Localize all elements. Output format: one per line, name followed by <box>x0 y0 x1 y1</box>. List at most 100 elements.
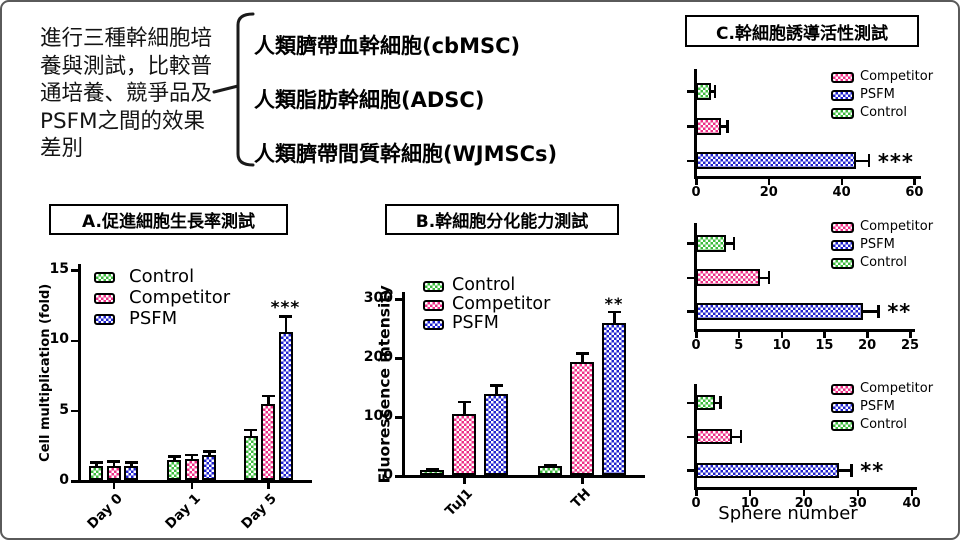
error-cap <box>719 396 722 409</box>
error-cap <box>867 154 871 167</box>
y-tick <box>395 298 402 301</box>
legend-swatch-control <box>831 257 854 269</box>
legend-swatch-competitor <box>423 299 444 311</box>
category-label-day-0: Day 0 <box>83 490 126 533</box>
error-bar <box>173 455 176 465</box>
bar-competitor-th <box>570 362 594 475</box>
brace-icon <box>212 12 255 167</box>
y-tick-label: 0 <box>59 472 69 488</box>
error-bar <box>284 315 287 337</box>
legend-swatch-psfm <box>831 89 854 101</box>
significance-label: *** <box>877 149 914 174</box>
x-tick <box>695 179 698 185</box>
x-tick-label: 5 <box>734 338 744 353</box>
error-bar <box>581 352 584 367</box>
significance-label: *** <box>270 297 301 318</box>
y-axis-label: Cell multiplication (fold) <box>38 283 54 462</box>
y-tick-label: 10 <box>49 331 69 348</box>
legend-swatch-psfm <box>94 313 115 325</box>
error-cap <box>202 450 216 453</box>
x-tick <box>748 490 752 496</box>
bar-control-tuj1 <box>420 469 444 475</box>
legend-swatch-psfm <box>423 318 444 330</box>
x-tick-label: 20 <box>858 338 877 353</box>
error-cap <box>713 84 717 98</box>
bar-competitor <box>696 269 761 286</box>
bar-psfm-day-5 <box>278 332 293 480</box>
x-tick-label: 30 <box>848 496 867 511</box>
category-label-tuj1: TuJ1 <box>442 485 476 520</box>
error-cap <box>489 384 503 387</box>
error-bar <box>267 394 270 409</box>
legend-label-control: Control <box>129 265 195 287</box>
error-bar <box>722 242 734 245</box>
bar-psfm-tuj1 <box>484 394 508 475</box>
x-tick-label: 15 <box>815 338 834 353</box>
error-bar <box>463 400 466 418</box>
x-tick <box>866 332 869 338</box>
error-cap <box>543 464 557 467</box>
error-bar <box>208 450 211 460</box>
y-tick <box>687 435 694 438</box>
y-tick <box>687 125 694 128</box>
bar-control-day-0 <box>89 465 103 480</box>
y-axis <box>694 69 697 179</box>
x-tick-label: 40 <box>902 496 921 511</box>
x-tick <box>112 483 115 489</box>
x-tick <box>840 179 844 185</box>
x-axis <box>78 480 312 483</box>
legend-label-psfm: PSFM <box>860 398 895 414</box>
cell-type-wjmsc: 人類臍帶間質幹細胞(WJMSCs) <box>254 142 558 166</box>
legend-swatch-psfm <box>831 239 854 251</box>
significance-label: ** <box>860 459 885 484</box>
legend-label-control: Control <box>452 275 516 296</box>
error-cap <box>767 271 771 284</box>
error-bar <box>95 461 98 470</box>
y-axis-label: Fluorescence intensity <box>375 285 394 484</box>
y-tick <box>71 480 78 483</box>
bar-psfm-th <box>602 322 626 475</box>
y-tick <box>687 469 694 472</box>
error-cap <box>107 460 120 463</box>
x-tick-label: 25 <box>900 338 920 353</box>
x-tick-label: 0 <box>691 338 701 353</box>
x-tick-label: 60 <box>905 185 924 200</box>
legend-label-psfm: PSFM <box>860 236 895 252</box>
y-axis <box>402 292 405 478</box>
x-tick <box>737 332 741 338</box>
x-tick <box>802 490 806 496</box>
bar-competitor <box>696 117 722 135</box>
y-axis <box>78 264 81 483</box>
significance-label: ** <box>604 294 624 314</box>
bar-psfm <box>696 462 839 478</box>
x-axis <box>694 176 921 179</box>
cell-type-cbmsc: 人類臍帶血幹細胞(cbMSC) <box>254 34 521 58</box>
x-tick <box>267 483 270 489</box>
error-cap <box>89 461 103 464</box>
x-tick <box>695 332 698 338</box>
error-bar <box>835 469 852 472</box>
y-tick <box>687 401 694 404</box>
bar-competitor-day-0 <box>106 465 121 480</box>
error-cap <box>739 430 743 443</box>
bar-competitor-day-1 <box>184 458 199 480</box>
x-axis <box>694 487 917 490</box>
y-tick <box>395 475 402 478</box>
y-tick <box>687 242 694 245</box>
x-tick <box>913 179 916 185</box>
y-tick <box>687 310 694 313</box>
error-bar <box>757 276 769 279</box>
error-cap <box>185 453 198 457</box>
x-tick <box>823 332 826 338</box>
bar-control-day-5 <box>243 436 258 480</box>
legend-swatch-control <box>831 419 854 431</box>
x-axis <box>402 475 645 478</box>
error-cap <box>732 236 736 250</box>
bar-control <box>696 234 726 252</box>
error-bar <box>859 310 879 313</box>
error-cap <box>279 315 292 318</box>
y-tick <box>687 90 694 93</box>
error-cap <box>457 400 471 404</box>
error-cap <box>244 428 257 432</box>
